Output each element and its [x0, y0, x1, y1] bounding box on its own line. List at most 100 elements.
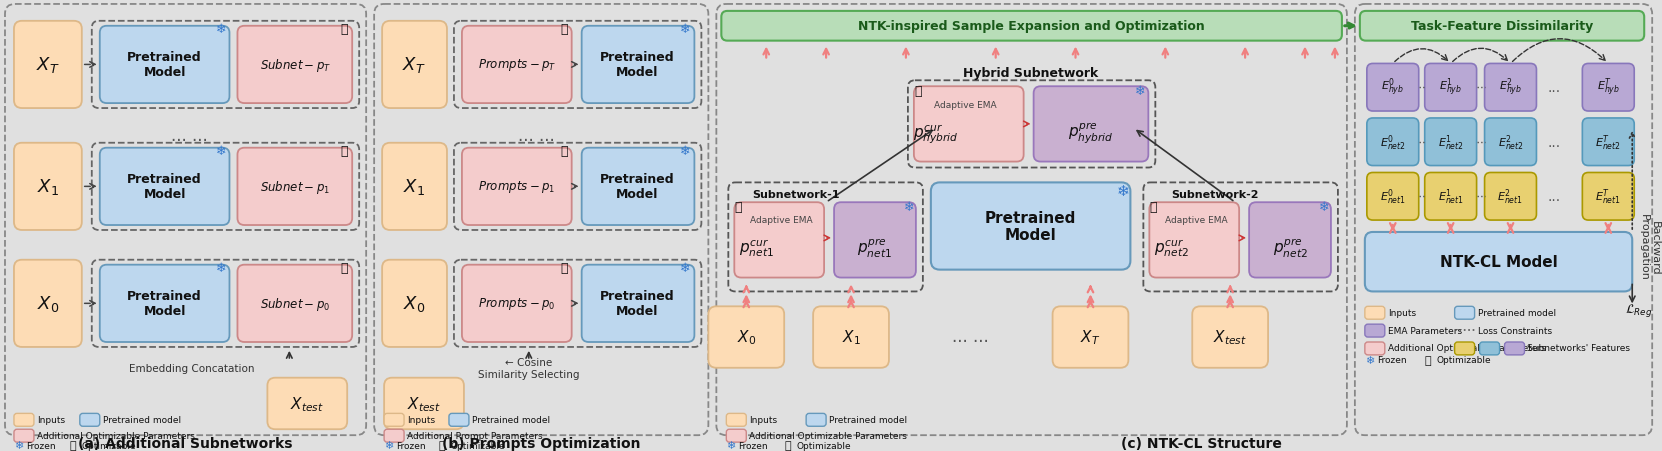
FancyBboxPatch shape [384, 414, 404, 426]
Text: $p_{hybrid}^{pre}$: $p_{hybrid}^{pre}$ [1067, 121, 1114, 146]
Text: ❄: ❄ [680, 145, 691, 158]
Text: $X_1$: $X_1$ [841, 328, 861, 347]
Text: ❄: ❄ [680, 262, 691, 275]
FancyBboxPatch shape [735, 203, 824, 278]
Text: ❄: ❄ [216, 23, 226, 36]
Text: 🔥: 🔥 [784, 440, 791, 450]
FancyBboxPatch shape [80, 414, 100, 426]
Text: (c) NTK-CL Structure: (c) NTK-CL Structure [1120, 436, 1281, 450]
FancyBboxPatch shape [100, 265, 229, 342]
Text: Backward
Propagation: Backward Propagation [1639, 214, 1660, 281]
Text: Pretrained
Model: Pretrained Model [128, 290, 201, 318]
Text: Additional Optimizable Parameters: Additional Optimizable Parameters [37, 431, 194, 440]
Text: $Subnet-p_T$: $Subnet-p_T$ [259, 57, 331, 74]
Text: $X_{test}$: $X_{test}$ [407, 394, 440, 413]
Text: Pretrained model: Pretrained model [1478, 308, 1556, 317]
Text: $X_{test}$: $X_{test}$ [291, 394, 324, 413]
Text: ❄: ❄ [1318, 200, 1330, 213]
FancyBboxPatch shape [1454, 342, 1474, 355]
FancyBboxPatch shape [914, 87, 1024, 162]
FancyBboxPatch shape [1424, 119, 1476, 166]
Text: ... ...: ... ... [952, 327, 989, 345]
Text: Hybrid Subnetwork: Hybrid Subnetwork [962, 67, 1099, 80]
FancyBboxPatch shape [1366, 119, 1419, 166]
FancyBboxPatch shape [1052, 307, 1128, 368]
Text: $E_{hyb}^{2}$: $E_{hyb}^{2}$ [1499, 77, 1522, 99]
FancyBboxPatch shape [1454, 307, 1474, 319]
FancyBboxPatch shape [382, 22, 447, 109]
Text: 🔥: 🔥 [735, 200, 741, 213]
Text: $p_{net1}^{pre}$: $p_{net1}^{pre}$ [858, 235, 892, 259]
Text: 🔥: 🔥 [1150, 200, 1157, 213]
Text: Loss Constraints: Loss Constraints [1478, 326, 1552, 335]
FancyBboxPatch shape [582, 148, 695, 226]
Text: $E_{net2}^{T}$: $E_{net2}^{T}$ [1596, 133, 1620, 152]
Text: $X_0$: $X_0$ [37, 294, 60, 313]
Text: $E_{net1}^{0}$: $E_{net1}^{0}$ [1379, 187, 1406, 207]
FancyBboxPatch shape [1424, 173, 1476, 221]
FancyBboxPatch shape [1504, 342, 1524, 355]
FancyBboxPatch shape [462, 148, 572, 226]
Text: $E_{net2}^{1}$: $E_{net2}^{1}$ [1438, 133, 1464, 152]
Text: ❄: ❄ [216, 262, 226, 275]
Text: ❄: ❄ [680, 23, 691, 36]
Text: $E_{hyb}^{T}$: $E_{hyb}^{T}$ [1597, 77, 1620, 99]
Text: NTK-inspired Sample Expansion and Optimization: NTK-inspired Sample Expansion and Optimi… [858, 20, 1205, 33]
Text: 🔥: 🔥 [914, 84, 921, 97]
Text: Pretrained
Model: Pretrained Model [600, 51, 675, 79]
Text: ... ...: ... ... [171, 127, 208, 144]
FancyBboxPatch shape [449, 414, 469, 426]
FancyBboxPatch shape [1192, 307, 1268, 368]
FancyBboxPatch shape [931, 183, 1130, 270]
Text: Pretrained
Model: Pretrained Model [986, 210, 1077, 243]
Text: (b) Prompts Optimization: (b) Prompts Optimization [442, 436, 640, 450]
Text: ← Cosine
Similarity Selecting: ← Cosine Similarity Selecting [479, 357, 580, 379]
FancyBboxPatch shape [13, 414, 33, 426]
Text: $p_{net2}^{cur}$: $p_{net2}^{cur}$ [1153, 236, 1188, 258]
Text: 🔥: 🔥 [560, 145, 567, 158]
Text: 🔥: 🔥 [341, 23, 347, 36]
FancyBboxPatch shape [582, 27, 695, 104]
FancyBboxPatch shape [1365, 307, 1384, 319]
Text: ❄: ❄ [13, 440, 23, 450]
Text: $X_T$: $X_T$ [402, 55, 425, 75]
Text: Subnetwork-2: Subnetwork-2 [1172, 190, 1258, 200]
Text: Adaptive EMA: Adaptive EMA [934, 101, 997, 109]
Text: Inputs: Inputs [1388, 308, 1416, 317]
Text: $Prompts-p_0$: $Prompts-p_0$ [479, 296, 555, 312]
FancyBboxPatch shape [13, 260, 81, 347]
Text: 🔥: 🔥 [341, 145, 347, 158]
FancyBboxPatch shape [1582, 173, 1634, 221]
Text: 🔥: 🔥 [439, 440, 445, 450]
Text: $X_T$: $X_T$ [1080, 328, 1100, 347]
Text: $p_{net2}^{pre}$: $p_{net2}^{pre}$ [1273, 235, 1308, 259]
FancyBboxPatch shape [1034, 87, 1148, 162]
Text: $Prompts-p_T$: $Prompts-p_T$ [477, 57, 555, 73]
FancyBboxPatch shape [834, 203, 916, 278]
Text: $E_{net2}^{2}$: $E_{net2}^{2}$ [1497, 133, 1524, 152]
FancyBboxPatch shape [726, 414, 746, 426]
Text: $E_{hyb}^{0}$: $E_{hyb}^{0}$ [1381, 77, 1404, 99]
Text: $E_{net2}^{0}$: $E_{net2}^{0}$ [1379, 133, 1406, 152]
FancyBboxPatch shape [708, 307, 784, 368]
Text: ❄: ❄ [384, 440, 394, 450]
Text: ...: ... [1547, 135, 1561, 149]
Text: Embedding Concatation: Embedding Concatation [130, 363, 254, 373]
Text: Subnetworks' Features: Subnetworks' Features [1527, 344, 1630, 353]
Text: $p_{net1}^{cur}$: $p_{net1}^{cur}$ [740, 236, 774, 258]
FancyBboxPatch shape [462, 265, 572, 342]
Text: Additional Optimizable Parameters: Additional Optimizable Parameters [1388, 344, 1546, 353]
Text: 🔥: 🔥 [70, 440, 76, 450]
Text: ❄: ❄ [216, 145, 226, 158]
Text: Pretrained model: Pretrained model [829, 415, 907, 424]
FancyBboxPatch shape [1484, 119, 1536, 166]
FancyBboxPatch shape [1484, 173, 1536, 221]
FancyBboxPatch shape [100, 27, 229, 104]
FancyBboxPatch shape [1366, 173, 1419, 221]
FancyBboxPatch shape [13, 429, 33, 442]
FancyBboxPatch shape [1484, 64, 1536, 112]
Text: $X_T$: $X_T$ [37, 55, 60, 75]
Text: ❄: ❄ [904, 200, 914, 213]
FancyBboxPatch shape [382, 143, 447, 230]
Text: Optimizable: Optimizable [81, 441, 136, 450]
